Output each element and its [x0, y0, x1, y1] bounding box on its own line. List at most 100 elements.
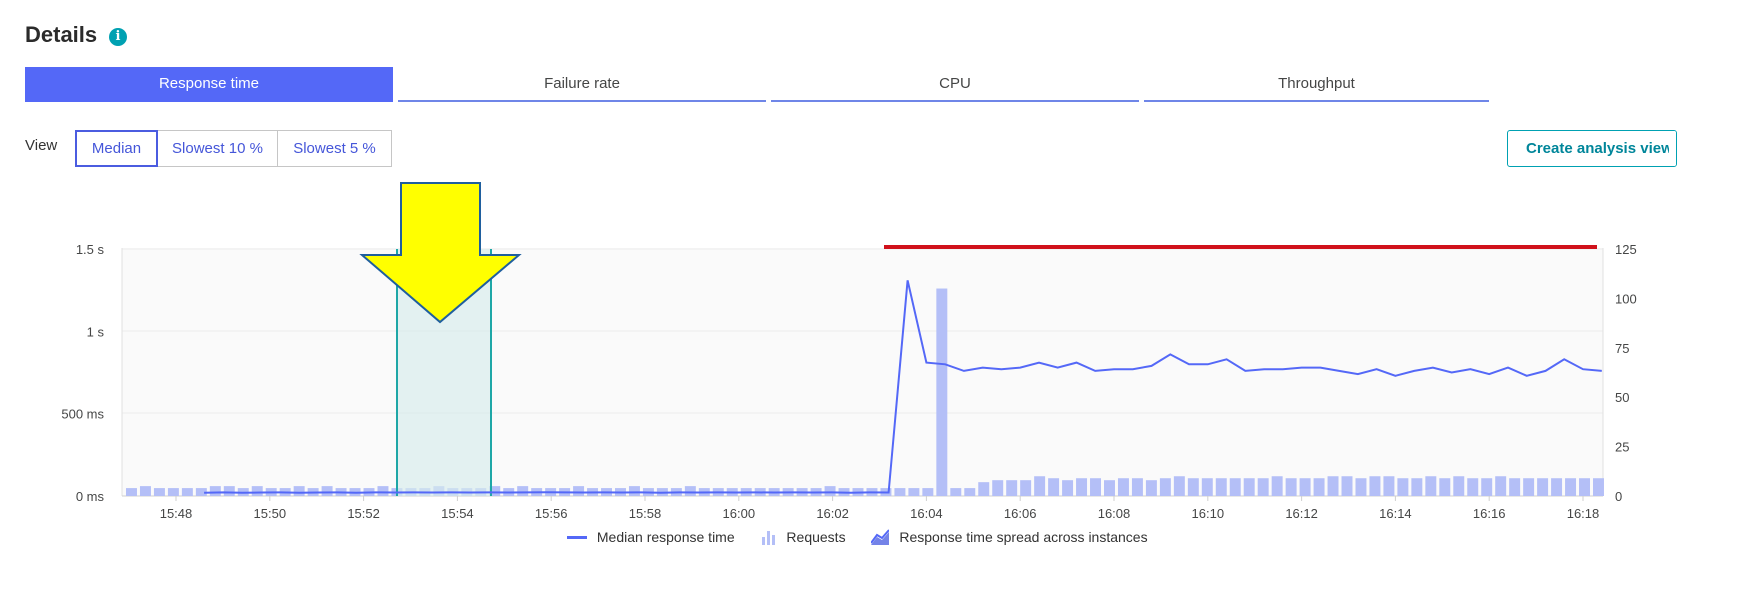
- request-bar: [1341, 476, 1353, 496]
- request-bar: [1467, 478, 1479, 496]
- y-right-tick-label: 0: [1615, 489, 1622, 504]
- request-bar: [1299, 478, 1311, 496]
- request-bar: [1159, 478, 1171, 496]
- request-bar: [1201, 478, 1213, 496]
- y-left-tick-label: 0 ms: [76, 489, 105, 504]
- request-bar: [1145, 480, 1157, 496]
- request-bar: [1285, 478, 1297, 496]
- request-bar: [1048, 478, 1060, 496]
- x-tick-label: 15:58: [629, 506, 662, 521]
- request-bar: [1131, 478, 1143, 496]
- request-bar: [517, 486, 529, 496]
- request-bar: [293, 486, 305, 496]
- page-title: Details: [25, 22, 98, 47]
- tab-response-time[interactable]: Response time: [25, 67, 393, 102]
- request-bar: [1551, 478, 1563, 496]
- request-bar: [1397, 478, 1409, 496]
- x-tick-label: 16:10: [1192, 506, 1225, 521]
- request-bar: [1327, 476, 1339, 496]
- arrow-annotation-icon: [359, 182, 522, 324]
- request-bar: [1215, 478, 1227, 496]
- x-tick-label: 15:48: [160, 506, 193, 521]
- y-left-tick-label: 1.5 s: [76, 242, 105, 257]
- request-bar: [1453, 476, 1465, 496]
- tab-failure-rate[interactable]: Failure rate: [398, 67, 766, 102]
- median-response-time-line: [204, 280, 1602, 494]
- request-bar: [992, 480, 1004, 496]
- view-slowest-5-button[interactable]: Slowest 5 %: [277, 130, 392, 167]
- legend: Median response time Requests Response t…: [567, 528, 1148, 546]
- x-tick-label: 15:52: [347, 506, 380, 521]
- request-bar: [1439, 478, 1451, 496]
- request-bar: [1187, 478, 1199, 496]
- request-bar: [1383, 476, 1395, 496]
- tab-cpu[interactable]: CPU: [771, 67, 1139, 102]
- request-bar: [1425, 476, 1437, 496]
- x-tick-label: 16:18: [1567, 506, 1600, 521]
- view-slowest-10-button[interactable]: Slowest 10 %: [157, 130, 278, 167]
- request-bar: [824, 486, 836, 496]
- request-bar: [894, 488, 906, 496]
- request-bar: [209, 486, 221, 496]
- x-tick-label: 15:54: [441, 506, 474, 521]
- request-bar: [1523, 478, 1535, 496]
- x-tick-label: 16:16: [1473, 506, 1506, 521]
- y-right-tick-label: 125: [1615, 242, 1637, 257]
- request-bar: [1313, 478, 1325, 496]
- request-bar: [167, 488, 179, 496]
- request-bar: [223, 486, 235, 496]
- x-tick-label: 16:00: [723, 506, 756, 521]
- request-bar: [1117, 478, 1129, 496]
- request-bar: [1173, 476, 1185, 496]
- x-tick-label: 16:14: [1379, 506, 1412, 521]
- request-bar: [1565, 478, 1577, 496]
- request-bar: [1481, 478, 1493, 496]
- y-right-tick-label: 50: [1615, 390, 1629, 405]
- request-bar: [978, 482, 990, 496]
- request-bar: [195, 488, 207, 496]
- request-bar: [251, 486, 263, 496]
- x-tick-label: 15:50: [254, 506, 287, 521]
- request-bar: [1062, 480, 1074, 496]
- request-bar: [573, 486, 585, 496]
- request-bar: [1411, 478, 1423, 496]
- y-left-tick-label: 500 ms: [61, 407, 104, 422]
- request-bar: [321, 486, 333, 496]
- request-bar: [153, 488, 165, 496]
- request-bar: [1090, 478, 1101, 496]
- request-bar: [628, 486, 640, 496]
- request-bar: [489, 486, 501, 496]
- y-right-tick-label: 100: [1615, 291, 1637, 306]
- bar-chart-icon: [761, 529, 777, 546]
- view-median-button[interactable]: Median: [75, 130, 158, 167]
- request-bar: [139, 486, 151, 496]
- x-tick-label: 16:04: [910, 506, 943, 521]
- tab-throughput[interactable]: Throughput: [1144, 67, 1489, 102]
- request-bar: [1509, 478, 1521, 496]
- x-tick-label: 16:02: [816, 506, 849, 521]
- request-bar: [1495, 476, 1507, 496]
- request-bar: [126, 488, 137, 496]
- tab-bar: Response time Failure rate CPU Throughpu…: [25, 67, 1673, 102]
- request-bar: [1020, 480, 1032, 496]
- request-bar: [1257, 478, 1269, 496]
- request-bar: [1104, 480, 1115, 496]
- request-bar: [1229, 478, 1241, 496]
- info-icon[interactable]: i: [109, 28, 127, 46]
- y-left-tick-label: 1 s: [87, 324, 105, 339]
- x-tick-label: 16:12: [1285, 506, 1318, 521]
- request-bar: [684, 486, 696, 496]
- area-chart-icon: [870, 529, 891, 546]
- request-bar: [1271, 476, 1283, 496]
- create-analysis-view-button[interactable]: Create analysis view: [1507, 130, 1677, 167]
- legend-line-icon: [567, 535, 587, 539]
- request-bar: [377, 486, 389, 496]
- request-bar: [908, 488, 920, 496]
- request-bar: [950, 488, 962, 496]
- y-right-tick-label: 25: [1615, 440, 1629, 455]
- request-bar: [1537, 478, 1549, 496]
- request-bar: [1006, 480, 1018, 496]
- request-bar: [1593, 478, 1604, 496]
- request-bar: [1076, 478, 1088, 496]
